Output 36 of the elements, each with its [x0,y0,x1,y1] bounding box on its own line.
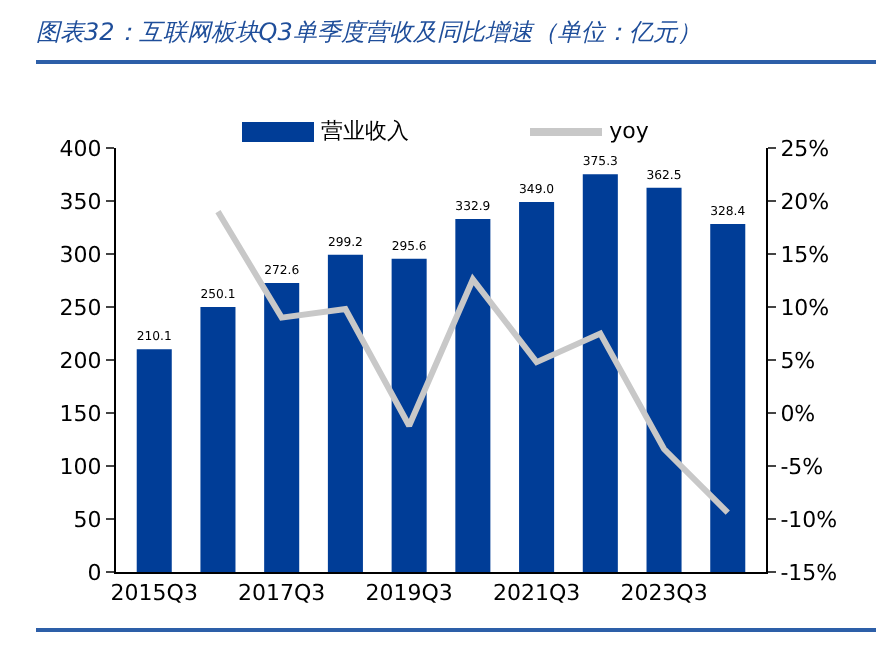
bar [327,254,363,572]
y2-tick-label: -10% [780,506,838,533]
y2-tick-label: 5% [780,347,816,374]
legend-label: 营业收入 [321,116,410,146]
y-tick-label: 50 [73,506,102,533]
chart-title: 图表32：互联网板块Q3单季度营收及同比增速（单位：亿元） [36,16,701,50]
bar [519,202,555,572]
bar [136,349,172,572]
y2-tick-label: 25% [780,135,830,162]
bar [646,187,682,572]
bar [264,283,300,572]
y-tick-label: 0 [87,559,102,586]
x-tick-label: 2017Q3 [238,580,326,607]
y2-tick-label: 20% [780,188,830,215]
bar [200,306,236,572]
y2-tick-label: 10% [780,294,830,321]
y-tick-label: 100 [59,453,102,480]
legend-label: yoy [609,118,649,144]
x-tick-label: 2015Q3 [110,580,198,607]
y2-tick-label: 15% [780,241,830,268]
bar [582,174,618,572]
y2-tick-label: 0% [780,400,816,427]
x-tick-label: 2023Q3 [620,580,708,607]
y-tick-label: 200 [59,347,102,374]
y2-tick-label: -15% [780,559,838,586]
y2-tick-label: -5% [780,453,824,480]
bar [455,219,491,572]
x-tick-label: 2019Q3 [365,580,453,607]
bar [710,223,746,572]
y-tick-label: 400 [59,135,102,162]
bar [391,258,427,572]
y-tick-label: 150 [59,400,102,427]
y-tick-label: 250 [59,294,102,321]
x-tick-label: 2021Q3 [492,580,581,607]
y-tick-label: 300 [59,241,102,268]
y-tick-label: 350 [59,188,102,215]
